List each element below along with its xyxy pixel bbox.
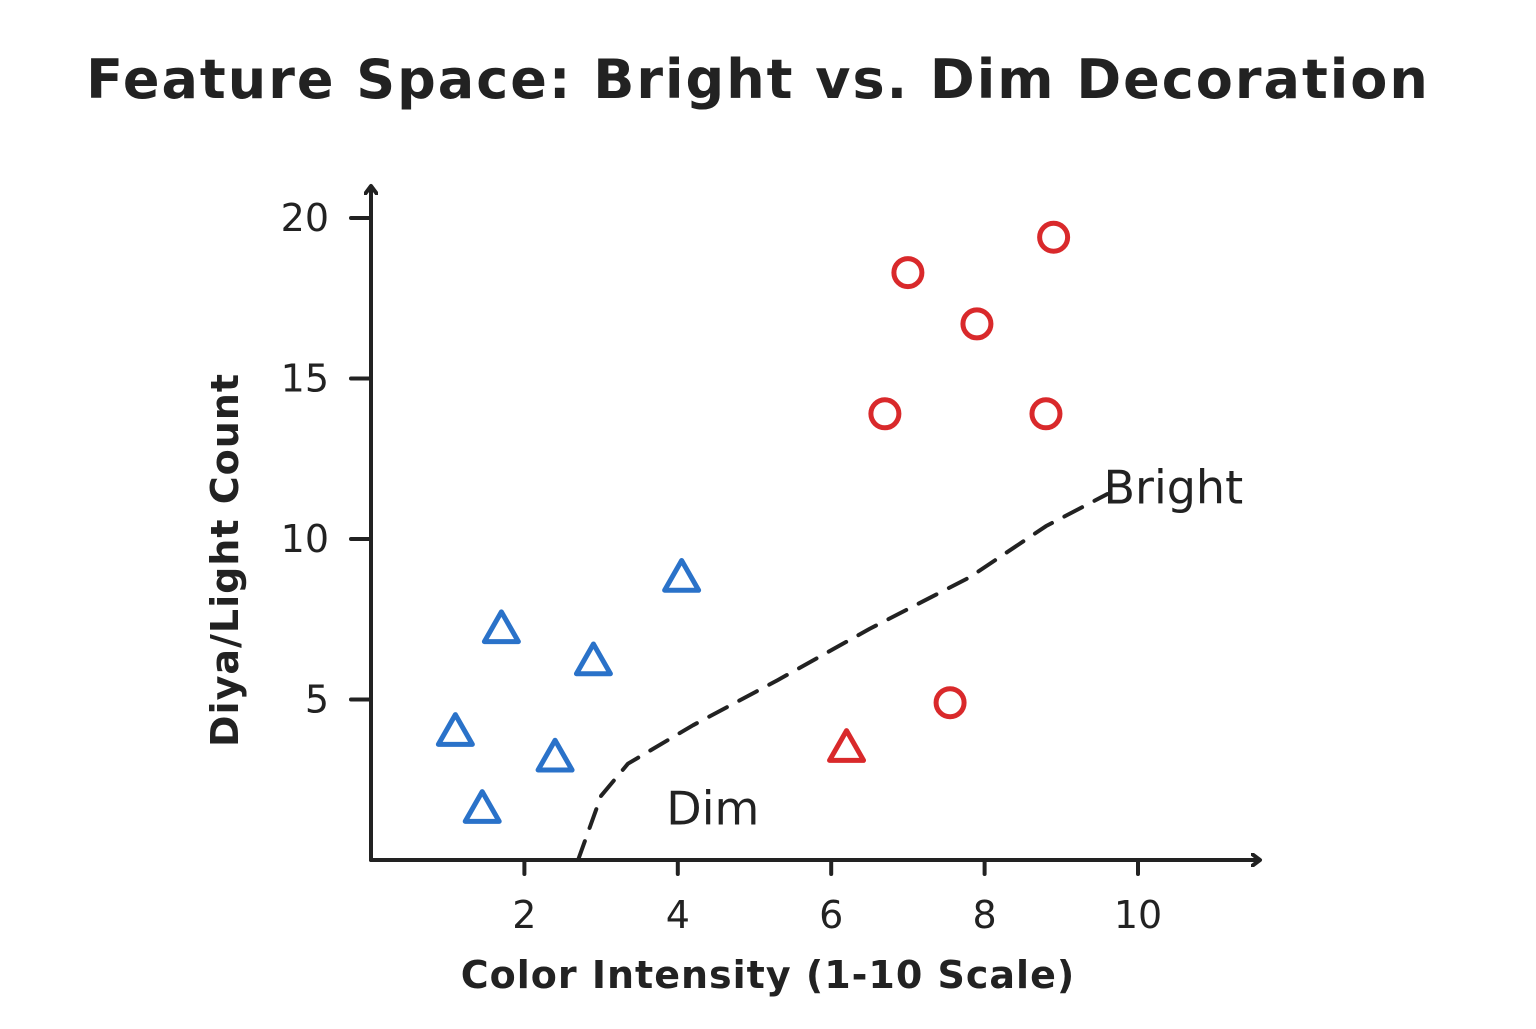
data-point-triangle — [662, 558, 702, 593]
x-tick-label: 8 — [973, 893, 997, 937]
y-axis-label: Diya/Light Count — [203, 373, 247, 747]
x-tick-label: 4 — [666, 893, 690, 937]
axes-group: 2 4 6 8 10 5 10 15 20 — [281, 188, 1258, 937]
data-point-circle — [891, 256, 925, 290]
chart-title: Feature Space: Bright vs. Dim Decoration — [86, 48, 1430, 111]
data-point-triangle — [462, 789, 502, 824]
data-point-circle — [868, 397, 902, 431]
y-tick-label: 5 — [305, 678, 329, 722]
data-point-triangle — [827, 728, 867, 763]
y-tick-label: 15 — [281, 357, 329, 401]
x-tick-label: 10 — [1114, 893, 1162, 937]
region-label-bright: Bright — [1103, 461, 1243, 515]
region-label-dim: Dim — [666, 782, 759, 836]
annotations-group: Bright Dim — [666, 461, 1243, 836]
decision-boundary-group — [576, 492, 1110, 862]
data-point-triangle — [481, 609, 521, 645]
data-point-circle — [933, 686, 967, 720]
data-point-circle — [1029, 397, 1063, 431]
x-axis-label: Color Intensity (1-10 Scale) — [461, 953, 1075, 997]
data-point-triangle — [535, 737, 575, 773]
data-point-circle — [960, 307, 994, 341]
data-point-triangle — [573, 641, 613, 677]
data-point-circle — [1037, 220, 1071, 254]
x-tick-label: 6 — [819, 893, 843, 937]
decision-boundary-line — [576, 492, 1110, 862]
x-tick-label: 2 — [512, 893, 536, 937]
y-tick-label: 10 — [281, 517, 329, 561]
y-tick-label: 20 — [281, 196, 329, 240]
data-point-triangle — [435, 712, 475, 747]
data-points-group — [435, 220, 1071, 824]
